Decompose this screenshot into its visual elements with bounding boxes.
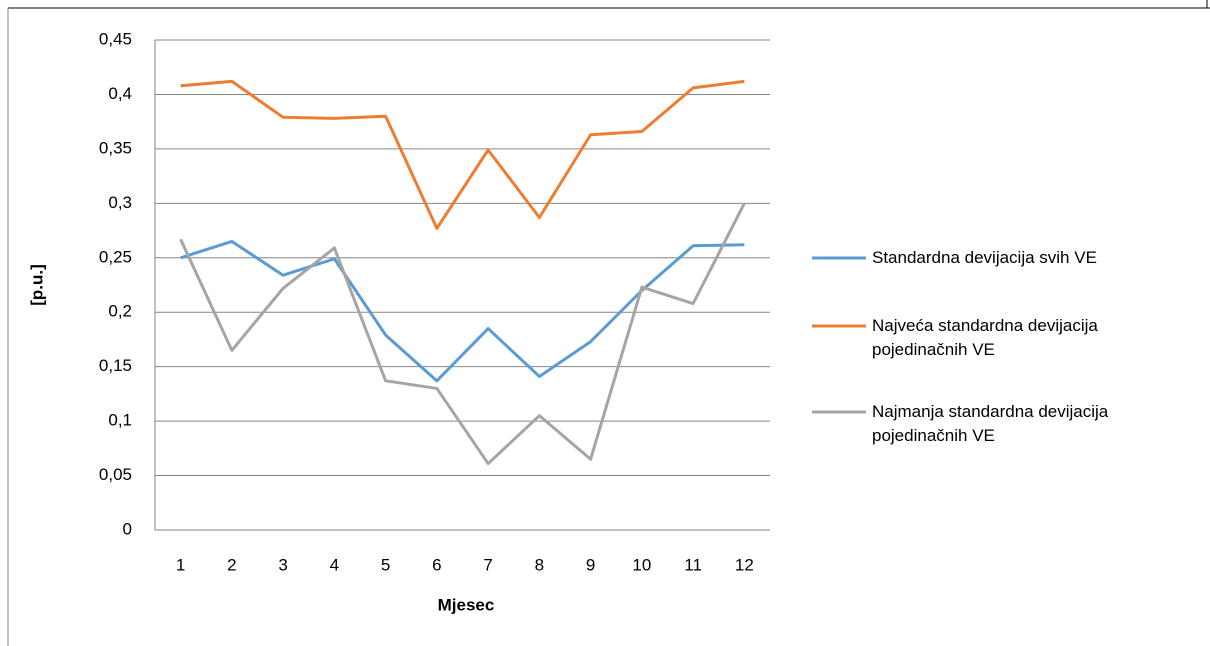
y-tick-label: 0,35 <box>99 138 132 157</box>
x-tick-label: 12 <box>735 555 754 574</box>
x-tick-label: 10 <box>632 555 651 574</box>
legend-label: Najmanja standardna devijacija pojedinač… <box>872 402 1109 445</box>
y-tick-label: 0,25 <box>99 247 132 266</box>
series-line <box>180 79 745 230</box>
y-tick-label: 0 <box>123 519 132 538</box>
series-line <box>179 202 746 466</box>
x-tick-label: 7 <box>483 555 492 574</box>
x-tick-label: 4 <box>330 555 339 574</box>
y-tick-label: 0,3 <box>108 193 132 212</box>
x-axis-label: Mjesec <box>438 595 495 614</box>
y-tick-label: 0,05 <box>99 465 132 484</box>
x-tick-label: 6 <box>432 555 441 574</box>
legend-label: Standardna devijacija svih VE <box>872 248 1097 267</box>
x-tick-label: 2 <box>227 555 236 574</box>
x-tick-label: 1 <box>176 555 185 574</box>
x-tick-label: 5 <box>381 555 390 574</box>
y-tick-label: 0,1 <box>108 411 132 430</box>
y-tick-label: 0,4 <box>108 84 132 103</box>
x-tick-label: 8 <box>535 555 544 574</box>
y-tick-label: 0,45 <box>99 29 132 48</box>
x-tick-label: 11 <box>684 555 702 574</box>
x-tick-label: 3 <box>278 555 287 574</box>
legend-label: Najveća standardna devijacija pojedinačn… <box>872 316 1098 359</box>
x-tick-label: 9 <box>586 555 595 574</box>
series-line <box>180 239 745 383</box>
y-axis-label: [p.u.] <box>27 264 46 306</box>
y-tick-label: 0,2 <box>108 302 132 321</box>
y-tick-label: 0,15 <box>99 356 132 375</box>
